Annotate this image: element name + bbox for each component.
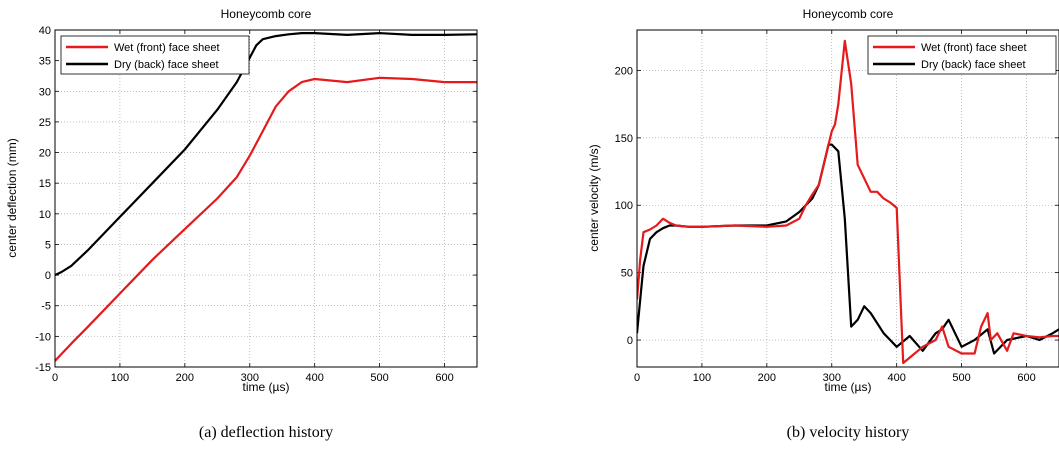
chart-a-title: Honeycomb core bbox=[221, 7, 312, 21]
x-tick-label: 500 bbox=[952, 372, 970, 384]
chart-b-title: Honeycomb core bbox=[803, 7, 894, 21]
chart-a-ylabel: center deflection (mm) bbox=[5, 138, 19, 257]
y-tick-label: 50 bbox=[621, 268, 633, 280]
y-tick-label: 10 bbox=[39, 209, 51, 221]
chart-a-legend: Wet (front) face sheet Dry (back) face s… bbox=[60, 35, 250, 75]
y-tick-label: -10 bbox=[35, 331, 51, 343]
x-tick-label: 500 bbox=[370, 372, 388, 384]
x-tick-label: 0 bbox=[52, 372, 58, 384]
wet-face-sheet-line bbox=[637, 39, 1059, 365]
y-tick-label: 20 bbox=[39, 148, 51, 160]
chart-a-legend-dry-label: Dry (back) face sheet bbox=[114, 59, 219, 71]
chart-b-legend-box bbox=[867, 35, 1057, 75]
y-tick-label: 15 bbox=[39, 178, 51, 190]
x-tick-label: 600 bbox=[435, 372, 453, 384]
y-tick-label: 0 bbox=[627, 335, 633, 347]
y-tick-label: 5 bbox=[45, 239, 51, 251]
chart-b-caption: (b) velocity history bbox=[787, 424, 910, 441]
deflection-chart: Honeycomb core 0 100 200 300 400 500 600-15-10… bbox=[5, 7, 478, 441]
y-tick-label: 100 bbox=[615, 200, 633, 212]
chart-a-plot-area bbox=[55, 31, 477, 362]
x-tick-label: 0 bbox=[634, 372, 640, 384]
y-tick-label: 150 bbox=[615, 133, 633, 145]
chart-a-ticks: 0 100 200 300 400 500 600 -15 -10 -5 0 5 10 15 20 25 30 3… bbox=[35, 25, 477, 384]
x-tick-label: 200 bbox=[758, 372, 776, 384]
x-tick-label: 300 bbox=[823, 372, 841, 384]
y-tick-label: 35 bbox=[39, 56, 51, 68]
x-tick-label: 300 bbox=[241, 372, 259, 384]
x-tick-label: 400 bbox=[888, 372, 906, 384]
wet-face-sheet-line bbox=[55, 76, 477, 362]
chart-b-legend-wet-label: Wet (front) face sheet bbox=[921, 42, 1027, 54]
y-tick-label: -5 bbox=[41, 301, 51, 313]
y-tick-label: 200 bbox=[615, 65, 633, 77]
chart-b-grid bbox=[637, 30, 1059, 367]
x-tick-label: 100 bbox=[111, 372, 129, 384]
y-tick-label: -15 bbox=[35, 362, 51, 374]
y-tick-label: 40 bbox=[39, 25, 51, 37]
chart-b-frame bbox=[636, 29, 1059, 368]
dry-face-sheet-line bbox=[55, 31, 477, 277]
chart-b-xlabel: time (µs) bbox=[825, 380, 872, 394]
dry-face-sheet-line bbox=[637, 143, 1059, 355]
chart-b-legend-dry-label: Dry (back) face sheet bbox=[921, 59, 1026, 71]
x-tick-label: 100 bbox=[693, 372, 711, 384]
y-tick-label: 30 bbox=[39, 86, 51, 98]
chart-b-legend: Wet (front) face sheet Dry (back) face s… bbox=[867, 35, 1057, 75]
chart-a-legend-box bbox=[60, 35, 250, 75]
chart-a-frame bbox=[54, 29, 478, 368]
x-tick-label: 400 bbox=[306, 372, 324, 384]
chart-a-xlabel: time (µs) bbox=[243, 380, 290, 394]
y-tick-label: 0 bbox=[45, 270, 51, 282]
chart-a-grid bbox=[55, 30, 477, 367]
x-tick-label: 600 bbox=[1017, 372, 1035, 384]
chart-b-plot-area bbox=[637, 39, 1059, 365]
velocity-chart: Honeycomb core 0 100 200 300 400 500 600 0 50 100… bbox=[587, 7, 1059, 441]
chart-a-caption: (a) deflection history bbox=[199, 424, 333, 441]
chart-a-legend-wet-label: Wet (front) face sheet bbox=[114, 42, 220, 54]
chart-b-ylabel: center velocity (m/s) bbox=[587, 144, 601, 251]
chart-b-ticks: 0 100 200 300 400 500 600 0 50 100 150 200 bbox=[615, 30, 1059, 384]
x-tick-label: 200 bbox=[176, 372, 194, 384]
y-tick-label: 25 bbox=[39, 117, 51, 129]
